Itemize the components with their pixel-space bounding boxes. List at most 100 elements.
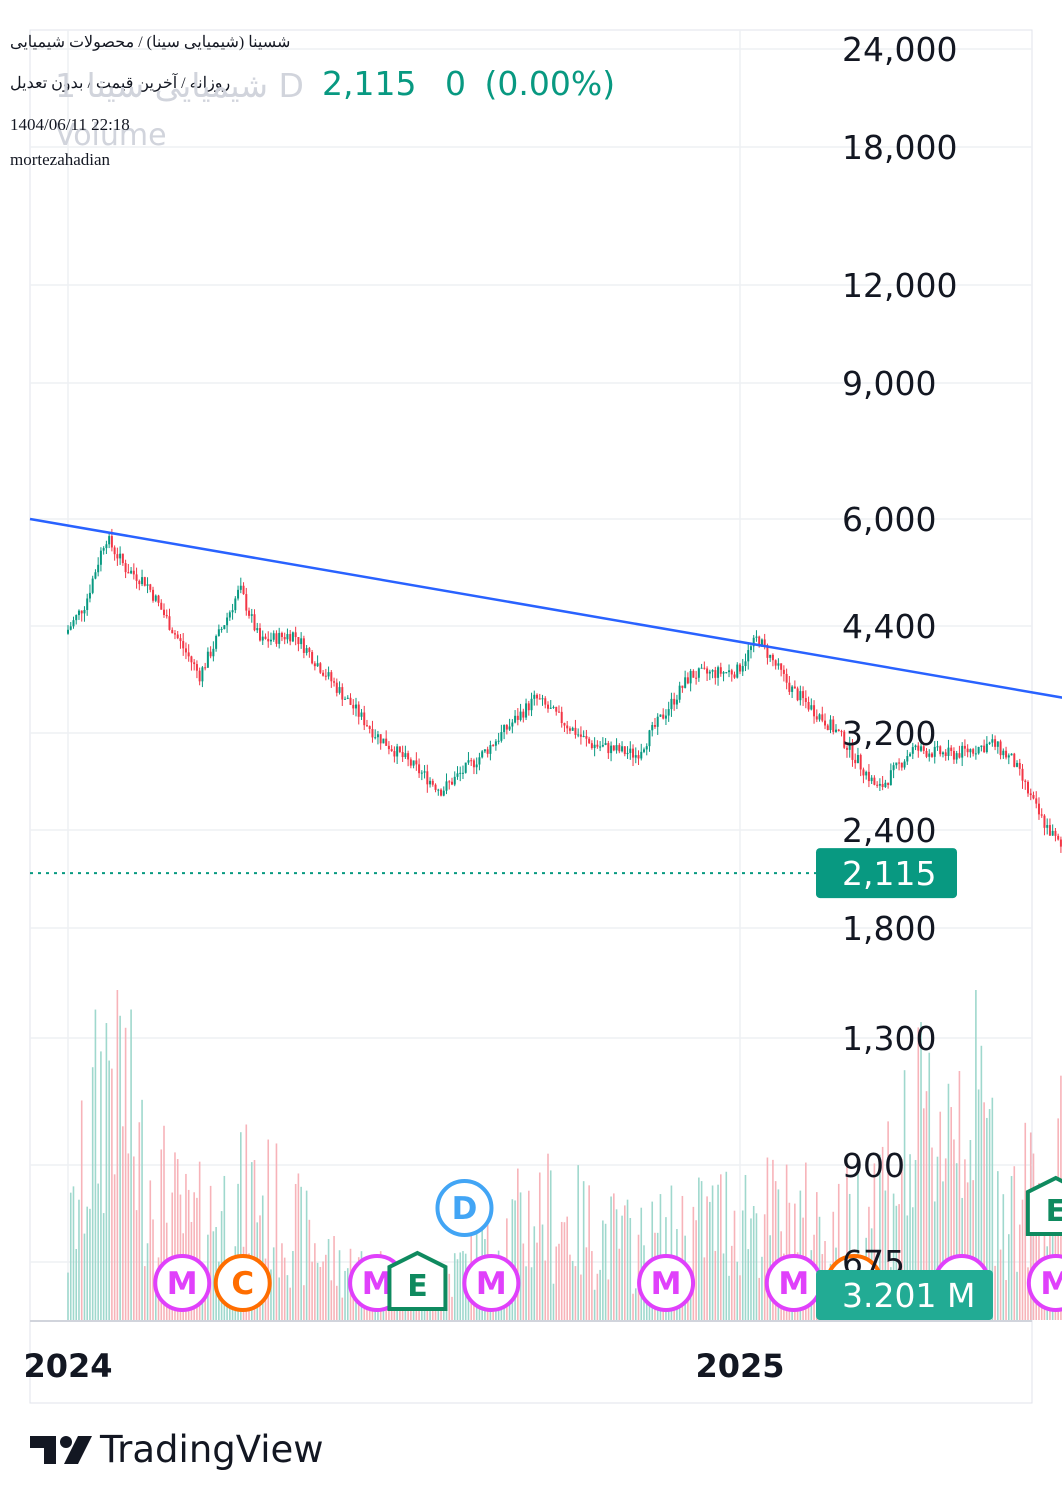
event-marker-d[interactable]: D: [435, 1179, 494, 1237]
volume-bar: [1013, 1166, 1016, 1320]
volume-bar: [881, 1146, 884, 1320]
volume-bar: [1038, 1182, 1040, 1320]
event-marker-e[interactable]: E: [387, 1250, 448, 1311]
volume-bar: [744, 1174, 747, 1320]
volume-bar: [615, 1209, 618, 1320]
candle-body: [999, 741, 1002, 756]
candle-body: [607, 743, 610, 754]
candle-body: [906, 756, 909, 762]
volume-bar: [933, 1201, 936, 1320]
volume-bar: [105, 1023, 108, 1320]
y-tick-label: 900: [842, 1146, 905, 1185]
candle-body: [267, 638, 270, 642]
candle-body: [379, 734, 382, 744]
volume-bar: [988, 1109, 991, 1320]
candle-body: [829, 719, 832, 731]
volume-bar: [514, 1200, 516, 1320]
volume-bar: [884, 1190, 887, 1320]
event-marker-e[interactable]: E: [1025, 1175, 1062, 1236]
candle-body: [1035, 798, 1038, 804]
volume-bar: [777, 1189, 780, 1320]
tradingview-logo-icon: [30, 1435, 92, 1464]
volume-bar: [618, 1248, 621, 1320]
candle-body: [815, 716, 818, 720]
volume-bar: [964, 1159, 966, 1320]
tradingview-logo[interactable]: TradingView: [30, 1428, 324, 1471]
volume-bar: [453, 1253, 456, 1320]
candle-body: [878, 783, 881, 786]
candle-body: [248, 610, 251, 616]
candle-body: [1054, 830, 1057, 836]
candle-body: [319, 663, 322, 673]
candle-body: [360, 712, 363, 717]
candle-body: [714, 670, 717, 678]
candle-body: [980, 745, 983, 747]
candle-body: [678, 685, 681, 700]
volume-bar: [297, 1173, 300, 1320]
event-marker-shape: [435, 1179, 494, 1237]
candle-body: [911, 747, 914, 754]
volume-bar: [525, 1266, 527, 1320]
event-marker-m[interactable]: M: [637, 1254, 696, 1312]
volume-bar: [185, 1173, 187, 1320]
candle-body: [645, 746, 648, 750]
event-marker-m[interactable]: M: [764, 1254, 823, 1312]
candle-body: [141, 577, 144, 585]
candle-body: [102, 548, 105, 551]
volume-bar: [903, 1070, 906, 1320]
candle-body: [1016, 762, 1019, 767]
candle-body: [259, 628, 261, 641]
candle-body: [881, 783, 884, 787]
volume-bar: [703, 1257, 706, 1320]
ghost-symbol-watermark: D شیمیایی سینا 1: [55, 66, 304, 105]
volume-bar: [283, 1257, 286, 1320]
volume-bar: [950, 1107, 952, 1320]
candle-body: [593, 744, 596, 749]
candle-body: [363, 712, 366, 726]
volume-bar: [533, 1226, 536, 1320]
volume-bar: [591, 1251, 593, 1320]
event-marker-shape: [462, 1254, 521, 1312]
event-marker-shape: [153, 1254, 212, 1312]
event-marker-m[interactable]: M: [462, 1254, 521, 1312]
volume-bar: [292, 1251, 294, 1320]
volume-bar: [563, 1222, 566, 1320]
volume-bar: [237, 1183, 239, 1320]
candle-body: [409, 759, 412, 766]
candle-body: [264, 636, 267, 639]
volume-bar: [160, 1149, 163, 1320]
candle-body: [124, 563, 127, 573]
candle-body: [799, 691, 802, 701]
candle-body: [599, 746, 602, 748]
volume-bar: [958, 1071, 961, 1320]
candle-body: [143, 577, 146, 586]
event-marker-c[interactable]: C: [213, 1254, 272, 1312]
volume-bar: [857, 1161, 859, 1320]
volume-bar: [613, 1193, 615, 1320]
candle-body: [673, 698, 676, 705]
volume-bar: [758, 1277, 760, 1320]
candle-body: [848, 743, 851, 750]
candle-body: [1043, 815, 1046, 828]
event-marker-m[interactable]: M: [153, 1254, 212, 1312]
candle-body: [747, 650, 750, 662]
volume-bar: [555, 1246, 558, 1320]
volume-bar: [750, 1218, 752, 1320]
candle-body: [97, 564, 100, 573]
trendline[interactable]: [29, 517, 1062, 772]
volume-bar: [305, 1190, 308, 1320]
candle-body: [420, 772, 423, 774]
candle-body: [116, 554, 119, 559]
candle-body: [588, 738, 591, 744]
event-marker-shape: [213, 1254, 272, 1312]
event-marker-m[interactable]: M: [1026, 1254, 1062, 1312]
y-tick-label: 12,000: [842, 266, 957, 305]
volume-bar: [670, 1185, 673, 1320]
candle-body: [311, 652, 314, 664]
candle-body: [426, 771, 429, 785]
x-tick-label: 2024: [23, 1347, 112, 1385]
event-marker-label: M: [476, 1266, 507, 1302]
candle-body: [1010, 753, 1013, 756]
candle-body: [788, 682, 791, 692]
